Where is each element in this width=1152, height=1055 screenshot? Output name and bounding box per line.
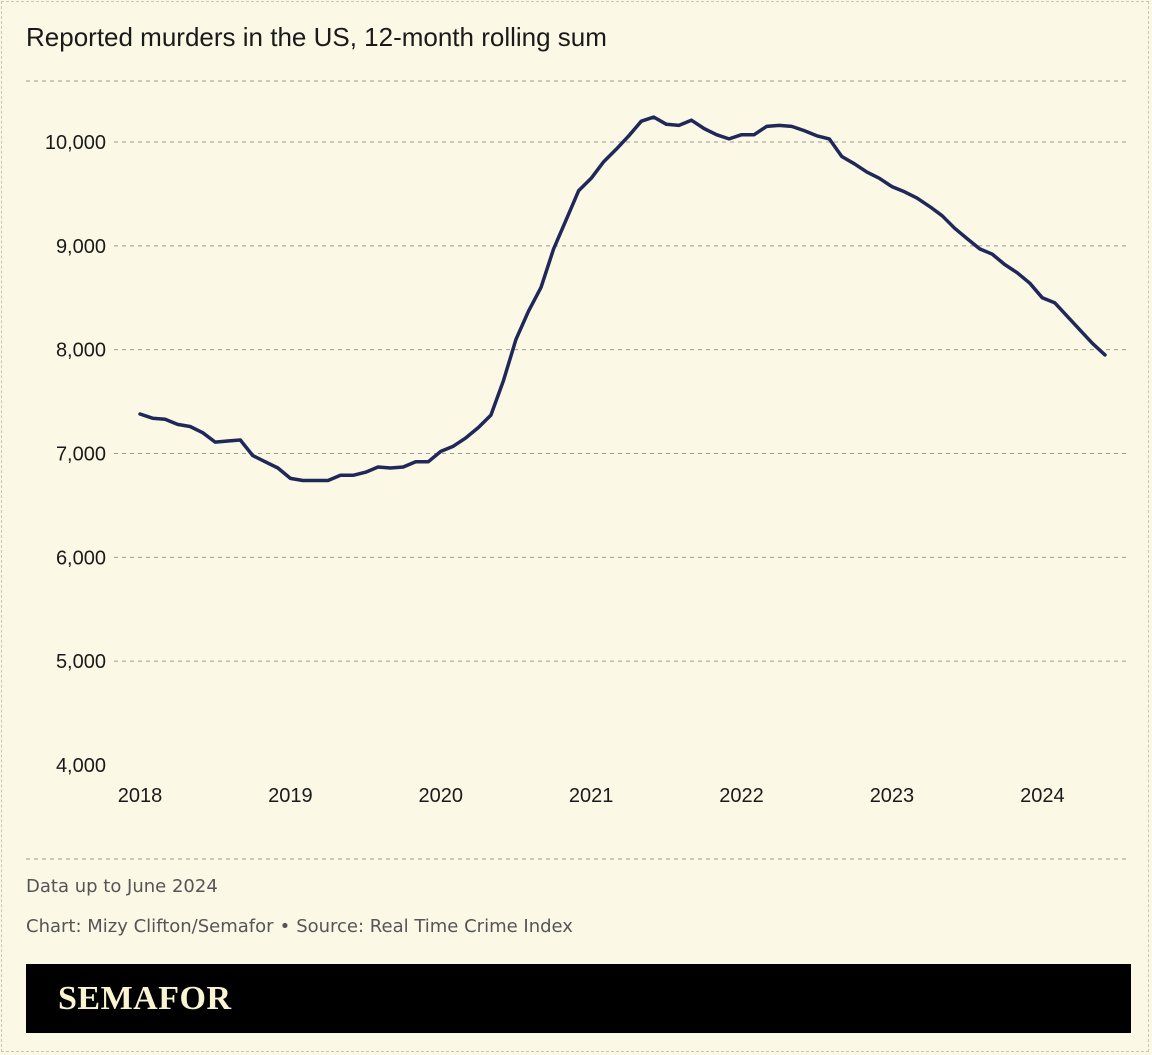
source-credit: Source: Real Time Crime Index: [296, 916, 573, 937]
x-tick-label: 2020: [419, 785, 464, 807]
x-tick-label: 2018: [118, 785, 163, 807]
semafor-logo: SEMAFOR: [58, 980, 232, 1017]
series-layer: [138, 115, 1107, 483]
chart-credit: Chart: Mizy Clifton/Semafor: [26, 916, 274, 937]
x-tick-label: 2019: [268, 785, 313, 807]
y-tick-label: 9,000: [56, 236, 106, 258]
credit-line: Chart: Mizy Clifton/Semafor • Source: Real…: [26, 916, 573, 937]
y-tick-label: 7,000: [56, 444, 106, 466]
x-tick-label: 2023: [870, 785, 915, 807]
y-axis-ticks: 4,000 5,000 6,000 7,000 8,000 9,000 10,000: [45, 132, 106, 777]
credit-separator: •: [279, 916, 291, 937]
y-tick-label: 5,000: [56, 651, 106, 673]
brand-bar: SEMAFOR: [26, 964, 1131, 1033]
y-tick-label: 8,000: [56, 340, 106, 362]
y-tick-label: 10,000: [45, 132, 106, 154]
x-axis-ticks: 2018 2019 2020 2021 2022 2023 2024: [118, 785, 1065, 807]
gridlines: [26, 80, 1129, 860]
series-line: [138, 115, 1107, 483]
line-chart: 4,000 5,000 6,000 7,000 8,000 9,000 10,000 201…: [26, 80, 1129, 860]
x-tick-label: 2024: [1020, 785, 1065, 807]
y-tick-label: 4,000: [56, 755, 106, 777]
chart-title: Reported murders in the US, 12-month rol…: [26, 22, 607, 52]
y-tick-label: 6,000: [56, 547, 106, 569]
x-tick-label: 2022: [719, 785, 764, 807]
x-tick-label: 2021: [569, 785, 614, 807]
data-note: Data up to June 2024: [26, 876, 218, 897]
